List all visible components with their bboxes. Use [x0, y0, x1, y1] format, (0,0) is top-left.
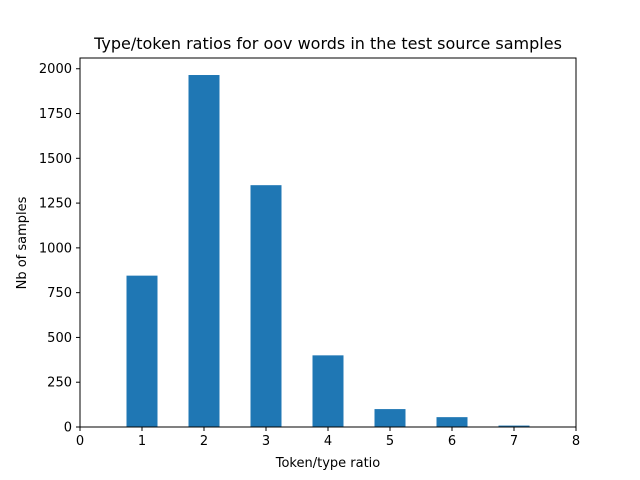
- y-tick-label: 1750: [39, 107, 72, 122]
- x-tick-label: 8: [572, 434, 580, 449]
- bar-6: [436, 417, 468, 427]
- bar-3: [250, 185, 282, 427]
- bar-1: [126, 275, 158, 427]
- x-tick-label: 6: [448, 434, 456, 449]
- bar-4: [312, 355, 344, 427]
- y-tick-label: 250: [47, 376, 72, 391]
- x-tick-label: 7: [510, 434, 518, 449]
- bar-2: [188, 75, 220, 427]
- x-tick-label: 2: [200, 434, 208, 449]
- x-tick-label: 1: [138, 434, 146, 449]
- x-tick-label: 5: [386, 434, 394, 449]
- y-tick-label: 2000: [39, 62, 72, 77]
- bar-5: [374, 409, 406, 427]
- y-tick-label: 1250: [39, 197, 72, 212]
- bars-group: [126, 75, 530, 427]
- y-tick-label: 500: [47, 331, 72, 346]
- y-axis-ticks: 0 250 500 750 1000 1250 1500 1750 2000: [39, 62, 80, 436]
- x-tick-label: 0: [76, 434, 84, 449]
- chart-title: Type/token ratios for oov words in the t…: [93, 34, 562, 53]
- y-tick-label: 0: [64, 421, 72, 436]
- x-tick-label: 3: [262, 434, 270, 449]
- y-tick-label: 1000: [39, 241, 72, 256]
- y-axis-label: Nb of samples: [15, 196, 30, 289]
- plot-frame: [79, 57, 577, 428]
- y-tick-label: 1500: [39, 152, 72, 167]
- y-tick-label: 750: [47, 286, 72, 301]
- x-axis-ticks: 0 1 2 3 4 5 6 7 8: [76, 427, 580, 449]
- x-tick-label: 4: [324, 434, 332, 449]
- x-axis-label: Token/type ratio: [275, 456, 381, 471]
- bar-7: [498, 425, 530, 427]
